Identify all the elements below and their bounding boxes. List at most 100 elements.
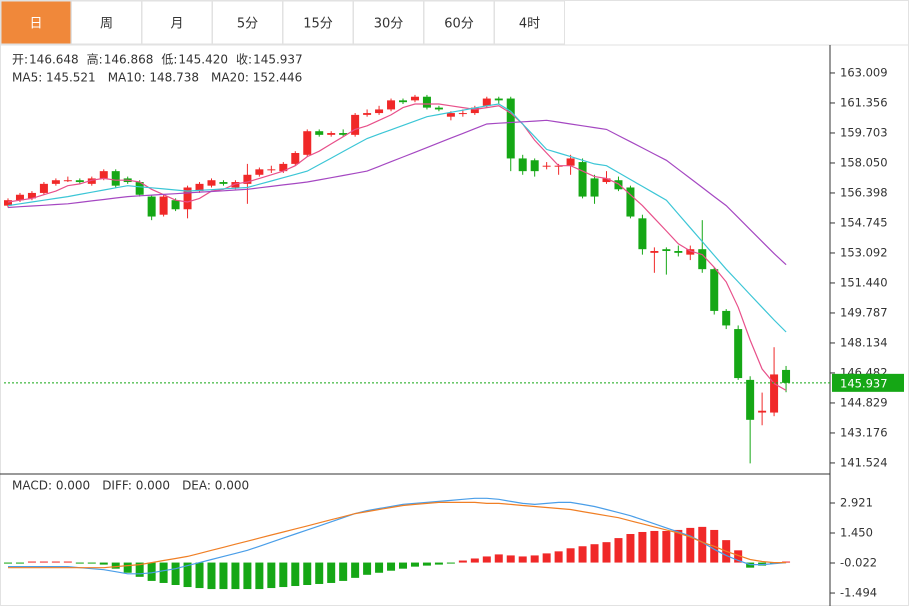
tab[interactable]: [0, 0, 72, 45]
ma-legend: MA5: 145.521: [12, 71, 96, 85]
macd-bar: [63, 561, 72, 563]
candle-body: [15, 194, 24, 201]
tab[interactable]: [141, 0, 213, 45]
tab-label[interactable]: 月: [170, 17, 183, 32]
candle-body: [195, 183, 204, 192]
macd-bar: [387, 562, 396, 571]
candle-body: [782, 369, 791, 383]
candle-body: [566, 158, 575, 166]
candle-body: [159, 196, 168, 215]
candle-body: [255, 169, 264, 175]
macd-bar: [123, 562, 132, 573]
macd-bar: [351, 562, 360, 578]
y-tick-label: 149.787: [840, 305, 888, 319]
macd-legend: DIFF: 0.000: [102, 479, 170, 493]
macd-bar: [279, 562, 288, 588]
macd-bar: [554, 551, 563, 563]
candle-body: [147, 196, 156, 217]
candle-body: [399, 100, 408, 103]
last-price-box: [832, 373, 904, 392]
candle-body: [231, 182, 240, 188]
macd-bar: [518, 556, 527, 563]
ma-legend: MA10: 148.738: [108, 71, 199, 85]
tab-label[interactable]: 周: [100, 17, 113, 32]
candle-body: [267, 169, 276, 171]
macd-bar: [327, 562, 336, 583]
ohlc-value: 145.420: [178, 53, 228, 67]
candle-body: [171, 200, 180, 210]
macd-bar: [15, 562, 24, 564]
macd-bar: [291, 562, 300, 587]
y-tick-label: 1.450: [840, 525, 873, 539]
macd-bar: [530, 555, 539, 563]
candle-body: [207, 180, 216, 186]
price-panel: 163.009 161.356 159.703 158.050 156.398 154.7…: [4, 52, 904, 469]
ohlc-label: 收:: [236, 53, 252, 67]
candle-body: [99, 171, 108, 179]
macd-bar: [195, 562, 204, 589]
macd-bar: [614, 538, 623, 563]
candle-body: [446, 113, 455, 117]
y-tick-label: 141.524: [840, 455, 888, 469]
macd-bar: [183, 562, 192, 588]
candle-body: [219, 182, 228, 184]
candle-body: [434, 107, 443, 110]
macd-bar: [410, 562, 419, 567]
macd-bar: [87, 562, 96, 564]
macd-bar: [339, 562, 348, 581]
y-tick-label: 161.356: [840, 95, 888, 109]
candle-body: [650, 251, 659, 253]
y-tick-label: -0.022: [840, 556, 877, 570]
macd-bar: [363, 562, 372, 575]
tab-label[interactable]: 30分: [374, 17, 404, 32]
macd-bar: [578, 546, 587, 563]
candle-body: [698, 249, 707, 270]
candle-body: [4, 200, 12, 206]
tab-bar: 日 周 月 5分 15分 30分 60分 4时: [0, 0, 565, 45]
tab-label[interactable]: 60分: [444, 17, 474, 32]
candle-body: [542, 165, 551, 167]
macd-bar: [734, 550, 743, 563]
y-tick-label: 154.745: [840, 215, 888, 229]
tab-label[interactable]: 日: [29, 17, 42, 32]
tab[interactable]: [282, 0, 354, 45]
tab-label[interactable]: 4时: [519, 17, 540, 32]
candle-body: [638, 218, 647, 250]
candle-body: [75, 180, 84, 183]
candle-body: [39, 183, 48, 193]
macd-legend: DEA: 0.000: [182, 479, 249, 493]
candle-body: [494, 98, 503, 101]
ma-line: [7, 103, 787, 333]
ma-legend: MA20: 152.446: [211, 71, 302, 85]
candle-body: [518, 158, 527, 172]
candle-body: [770, 374, 779, 413]
tab[interactable]: [212, 0, 283, 45]
tab-label[interactable]: 5分: [237, 17, 258, 32]
macd-bar: [482, 556, 491, 563]
macd-bar: [458, 560, 467, 563]
macd-bar: [698, 526, 707, 563]
ohlc-label: 高:: [87, 52, 103, 67]
tab-label[interactable]: 15分: [303, 17, 333, 32]
candle-body: [279, 163, 288, 172]
y-tick-label: 2.921: [840, 495, 873, 509]
tab[interactable]: [71, 0, 142, 45]
candle-body: [626, 187, 635, 217]
macd-bar: [39, 561, 48, 563]
y-tick-label: 144.829: [840, 395, 888, 409]
macd-bar: [303, 562, 312, 585]
tab[interactable]: [494, 0, 565, 45]
y-tick-label: 148.134: [840, 335, 888, 349]
candle-body: [387, 100, 396, 110]
candle-body: [243, 174, 252, 184]
tab[interactable]: [353, 0, 424, 45]
candle-body: [135, 182, 144, 195]
macd-bar: [434, 562, 443, 565]
macd-bar: [171, 562, 180, 585]
macd-bar: [602, 542, 611, 563]
candle-body: [351, 114, 360, 135]
macd-line: [8, 501, 787, 569]
y-tick-label: 159.703: [840, 125, 888, 139]
